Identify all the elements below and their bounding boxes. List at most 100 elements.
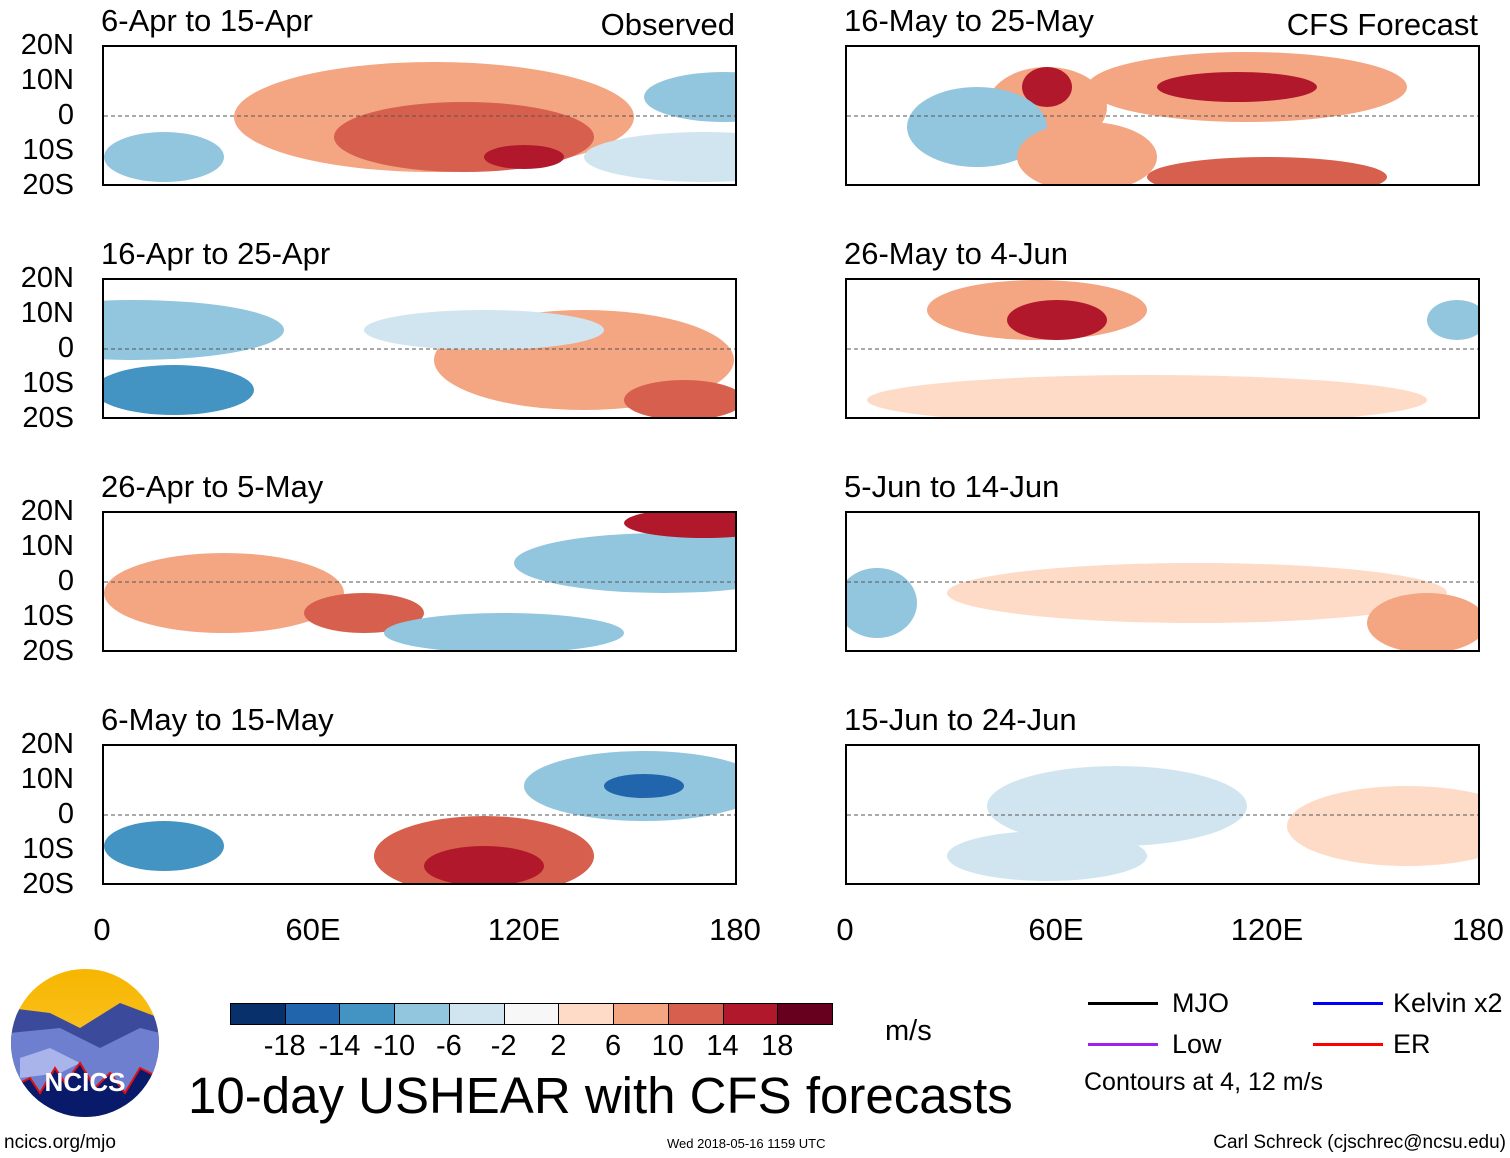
legend-mjo-label: MJO xyxy=(1172,988,1229,1018)
panel-title: 26-Apr to 5-May xyxy=(101,469,324,504)
lon-label: 0 xyxy=(93,912,111,947)
shear-shading xyxy=(1022,67,1072,107)
shear-shading xyxy=(907,87,1047,167)
colorbar-swatch xyxy=(558,1003,615,1025)
map-panel xyxy=(845,511,1480,652)
map-panel xyxy=(845,45,1480,186)
contour-note: Contours at 4, 12 m/s xyxy=(1084,1068,1324,1096)
colorbar-swatch xyxy=(503,1003,560,1025)
footer-url[interactable]: ncics.org/mjo xyxy=(4,1132,116,1153)
lon-label: 120E xyxy=(1230,912,1304,947)
map-panel xyxy=(845,744,1480,885)
panel-title: 6-May to 15-May xyxy=(101,702,334,737)
colorbar-label: -14 xyxy=(318,1030,361,1062)
colorbar-swatch xyxy=(339,1003,396,1025)
shear-shading xyxy=(304,593,424,633)
lat-label: 0 xyxy=(57,332,74,364)
lon-label: 60E xyxy=(1028,912,1084,947)
lat-label: 20S xyxy=(22,635,74,667)
lat-label: 10S xyxy=(22,134,74,166)
lat-label: 20N xyxy=(20,495,74,527)
colorbar-swatch xyxy=(667,1003,724,1025)
shear-shading xyxy=(104,300,284,360)
lat-label: 10S xyxy=(22,833,74,865)
lat-label: 0 xyxy=(57,798,74,830)
map-panel xyxy=(102,45,737,186)
map-panel xyxy=(102,511,737,652)
shear-shading xyxy=(1287,786,1478,866)
footer-author: Carl Schreck (cjschrec@ncsu.edu) xyxy=(1213,1132,1506,1153)
shear-shading xyxy=(104,553,344,633)
observed-label: Observed xyxy=(600,7,735,42)
lat-label: 10N xyxy=(20,297,74,329)
lat-label: 10S xyxy=(22,367,74,399)
shear-shading xyxy=(104,365,254,415)
lat-label: 10S xyxy=(22,600,74,632)
colorbar-label: -18 xyxy=(263,1030,306,1062)
lat-label: 20S xyxy=(22,868,74,900)
lon-label: 60E xyxy=(285,912,341,947)
colorbar-label: 14 xyxy=(706,1030,739,1062)
lat-label: 20N xyxy=(20,262,74,294)
shear-shading xyxy=(1157,72,1317,102)
shear-shading xyxy=(104,821,224,871)
lat-label: 10N xyxy=(20,64,74,96)
colorbar-label: -6 xyxy=(436,1030,462,1062)
panel-title: 26-May to 4-Jun xyxy=(844,236,1068,271)
shear-shading xyxy=(1367,593,1478,650)
shear-shading xyxy=(1017,122,1157,184)
lon-label: 120E xyxy=(487,912,561,947)
legend-mjo-line xyxy=(1088,1002,1158,1005)
map-panel xyxy=(102,744,737,885)
legend-er-line xyxy=(1313,1043,1383,1046)
colorbar-label: 10 xyxy=(651,1030,684,1062)
figure-title: 10-day USHEAR with CFS forecasts xyxy=(188,1067,1013,1124)
lon-label: 180 xyxy=(709,912,761,947)
colorbar-swatch xyxy=(394,1003,450,1025)
colorbar-swatch xyxy=(613,1003,669,1025)
colorbar-label: 6 xyxy=(605,1030,622,1062)
lat-label: 10N xyxy=(20,530,74,562)
shear-shading xyxy=(847,568,917,638)
shear-shading xyxy=(364,310,604,350)
legend-low-line xyxy=(1088,1043,1158,1046)
shear-shading xyxy=(624,380,735,417)
colorbar-swatch xyxy=(448,1003,505,1025)
shear-shading xyxy=(484,145,564,169)
shear-shading xyxy=(604,774,684,798)
ncics-logo: NCICS xyxy=(11,969,159,1117)
colorbar-swatch xyxy=(777,1003,833,1025)
colorbar-swatch xyxy=(230,1003,286,1025)
shear-shading xyxy=(514,533,735,593)
legend-low-label: Low xyxy=(1172,1029,1222,1059)
colorbar-swatch xyxy=(722,1003,779,1025)
colorbar-label: 18 xyxy=(761,1030,794,1062)
shear-shading xyxy=(584,132,735,182)
shear-shading xyxy=(947,831,1147,881)
panel-title: 15-Jun to 24-Jun xyxy=(844,702,1077,737)
footer-timestamp: Wed 2018-05-16 1159 UTC xyxy=(667,1136,826,1151)
legend-kelvin-line xyxy=(1313,1002,1383,1005)
lat-label: 0 xyxy=(57,565,74,597)
lat-label: 20S xyxy=(22,402,74,434)
lat-label: 10N xyxy=(20,763,74,795)
shear-shading xyxy=(644,72,735,122)
lat-label: 0 xyxy=(57,99,74,131)
shear-shading xyxy=(1147,157,1387,184)
shear-shading xyxy=(424,846,544,883)
panel-title: 5-Jun to 14-Jun xyxy=(844,469,1060,504)
colorbar-label: 2 xyxy=(550,1030,567,1062)
colorbar-swatch xyxy=(284,1003,341,1025)
colorbar-label: -10 xyxy=(373,1030,416,1062)
shear-shading xyxy=(1427,300,1478,340)
shear-shading xyxy=(987,766,1247,846)
legend-kelvin-label: Kelvin x2 xyxy=(1393,988,1503,1018)
shear-shading xyxy=(104,132,224,182)
map-panel xyxy=(102,278,737,419)
forecast-label: CFS Forecast xyxy=(1286,7,1478,42)
shear-shading xyxy=(1007,300,1107,340)
panel-title: 16-May to 25-May xyxy=(844,3,1094,38)
colorbar-units: m/s xyxy=(885,1015,932,1047)
map-panel xyxy=(845,278,1480,419)
logo-text: NCICS xyxy=(45,1067,126,1097)
